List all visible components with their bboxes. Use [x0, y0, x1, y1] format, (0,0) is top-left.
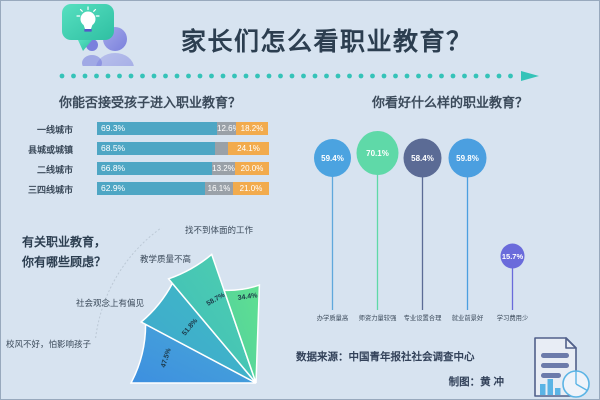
- svg-text:59.4%: 59.4%: [321, 154, 344, 163]
- svg-text:专业设置合理: 专业设置合理: [404, 313, 442, 322]
- svg-text:15.7%: 15.7%: [502, 252, 524, 261]
- svg-text:办学质量高: 办学质量高: [317, 313, 348, 322]
- svg-text:就业前景好: 就业前景好: [452, 313, 484, 322]
- svg-text:58.4%: 58.4%: [411, 154, 434, 163]
- svg-text:70.1%: 70.1%: [366, 149, 389, 158]
- svg-text:师资力量较强: 师资力量较强: [359, 313, 397, 322]
- svg-text:59.8%: 59.8%: [456, 154, 479, 163]
- svg-text:学习费用少: 学习费用少: [497, 313, 528, 322]
